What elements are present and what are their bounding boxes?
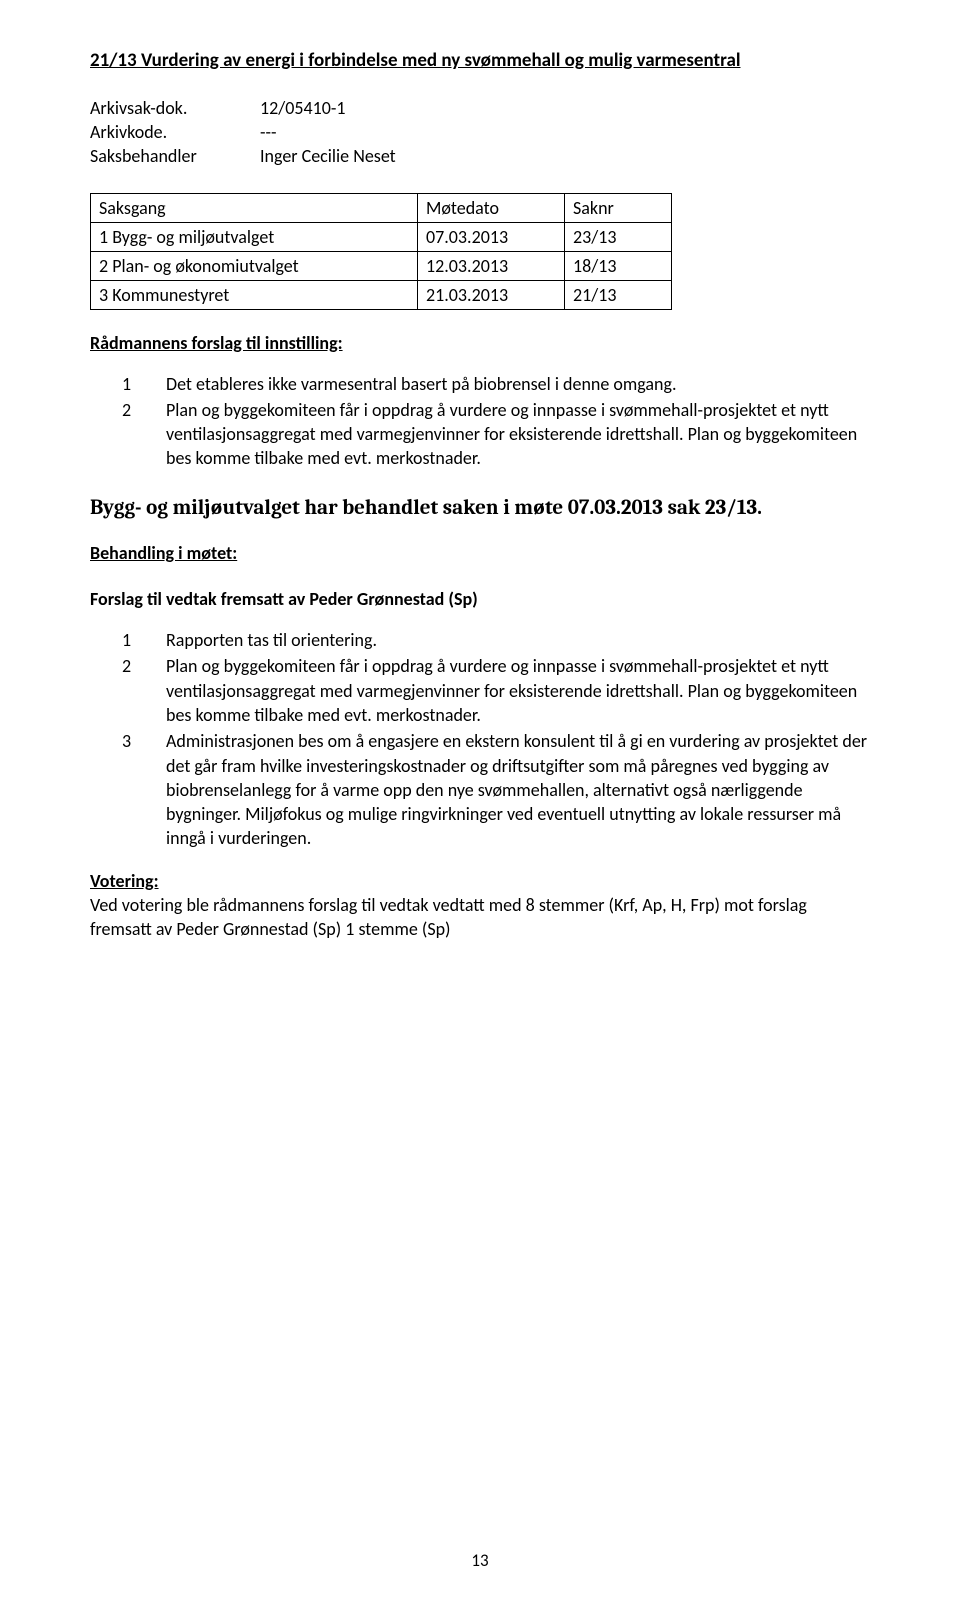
table-row: 2 Plan- og økonomiutvalget 12.03.2013 18… bbox=[91, 251, 672, 280]
votering-text: Ved votering ble rådmannens forslag til … bbox=[90, 894, 807, 940]
table-cell: 21/13 bbox=[565, 280, 672, 309]
meta-block: Arkivsak-dok. 12/05410-1 Arkivkode. --- … bbox=[90, 96, 870, 169]
list-item: 2 Plan og byggekomiteen får i oppdrag å … bbox=[90, 654, 870, 727]
innstilling-list: 1 Det etableres ikke varmesentral basert… bbox=[90, 372, 870, 471]
list-text: Rapporten tas til orientering. bbox=[166, 628, 870, 652]
votering-label: Votering: bbox=[90, 870, 159, 892]
table-header-cell: Saknr bbox=[565, 193, 672, 222]
behandling-sub: Behandling i møtet: bbox=[90, 542, 870, 564]
forslag-list: 1 Rapporten tas til orientering. 2 Plan … bbox=[90, 628, 870, 851]
meta-label: Arkivsak-dok. bbox=[90, 96, 260, 120]
table-cell: 3 Kommunestyret bbox=[91, 280, 418, 309]
meta-row: Arkivkode. --- bbox=[90, 120, 870, 144]
table-header-row: Saksgang Møtedato Saknr bbox=[91, 193, 672, 222]
table-row: 1 Bygg- og miljøutvalget 07.03.2013 23/1… bbox=[91, 222, 672, 251]
list-number: 2 bbox=[90, 654, 166, 727]
table-cell: 12.03.2013 bbox=[418, 251, 565, 280]
list-item: 3 Administrasjonen bes om å engasjere en… bbox=[90, 729, 870, 850]
table-cell: 23/13 bbox=[565, 222, 672, 251]
document-page: 21/13 Vurdering av energi i forbindelse … bbox=[0, 0, 960, 1605]
table-cell: 1 Bygg- og miljøutvalget bbox=[91, 222, 418, 251]
meta-value: Inger Cecilie Neset bbox=[260, 144, 870, 168]
list-text: Det etableres ikke varmesentral basert p… bbox=[166, 372, 870, 396]
list-text: Plan og byggekomiteen får i oppdrag å vu… bbox=[166, 398, 870, 471]
table-header-cell: Saksgang bbox=[91, 193, 418, 222]
list-item: 2 Plan og byggekomiteen får i oppdrag å … bbox=[90, 398, 870, 471]
list-number: 1 bbox=[90, 372, 166, 396]
meta-label: Arkivkode. bbox=[90, 120, 260, 144]
table-cell: 07.03.2013 bbox=[418, 222, 565, 251]
behandlet-title: Bygg- og miljøutvalget har behandlet sak… bbox=[90, 495, 870, 522]
list-item: 1 Det etableres ikke varmesentral basert… bbox=[90, 372, 870, 396]
meta-value: --- bbox=[260, 120, 870, 144]
list-number: 2 bbox=[90, 398, 166, 471]
table-cell: 2 Plan- og økonomiutvalget bbox=[91, 251, 418, 280]
saksgang-table: Saksgang Møtedato Saknr 1 Bygg- og miljø… bbox=[90, 193, 672, 310]
table-cell: 18/13 bbox=[565, 251, 672, 280]
list-text: Plan og byggekomiteen får i oppdrag å vu… bbox=[166, 654, 870, 727]
list-text: Administrasjonen bes om å engasjere en e… bbox=[166, 729, 870, 850]
forslag-label: Forslag til vedtak fremsatt av Peder Grø… bbox=[90, 588, 870, 610]
table-header-cell: Møtedato bbox=[418, 193, 565, 222]
list-number: 3 bbox=[90, 729, 166, 850]
votering-block: Votering: Ved votering ble rådmannens fo… bbox=[90, 869, 870, 942]
meta-row: Saksbehandler Inger Cecilie Neset bbox=[90, 144, 870, 168]
case-title: 21/13 Vurdering av energi i forbindelse … bbox=[90, 48, 870, 74]
meta-label: Saksbehandler bbox=[90, 144, 260, 168]
list-item: 1 Rapporten tas til orientering. bbox=[90, 628, 870, 652]
meta-value: 12/05410-1 bbox=[260, 96, 870, 120]
innstilling-heading: Rådmannens forslag til innstilling: bbox=[90, 332, 870, 354]
table-row: 3 Kommunestyret 21.03.2013 21/13 bbox=[91, 280, 672, 309]
meta-row: Arkivsak-dok. 12/05410-1 bbox=[90, 96, 870, 120]
list-number: 1 bbox=[90, 628, 166, 652]
table-cell: 21.03.2013 bbox=[418, 280, 565, 309]
page-number: 13 bbox=[0, 1550, 960, 1571]
